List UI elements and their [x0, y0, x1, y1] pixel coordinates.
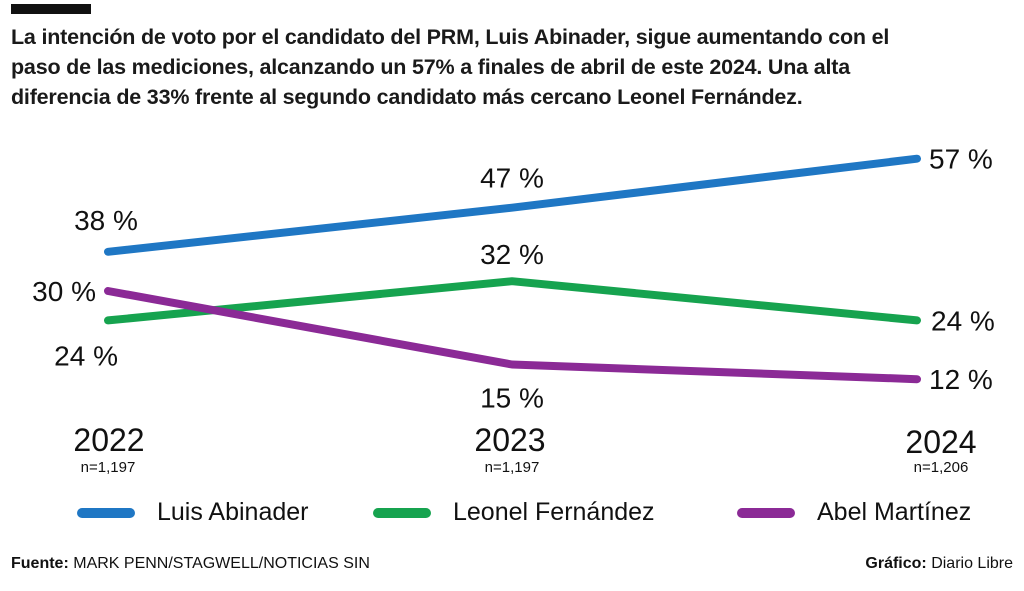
x-axis-layer: 2022 2023 2024 n=1,197 n=1,197 n=1,206 — [73, 422, 976, 476]
series-line-abel-martinez — [104, 287, 921, 384]
data-label-abel-martinez-2024: 12 % — [929, 364, 993, 395]
legend-label-abel-martinez: Abel Martínez — [817, 498, 972, 526]
legend-swatch-abel-martinez — [737, 507, 795, 518]
legend-swatch-luis-abinader — [77, 507, 135, 518]
legend-item-leonel-fernandez: Leonel Fernández — [373, 498, 655, 527]
source-label: Fuente: — [11, 555, 69, 572]
legend-item-luis-abinader: Luis Abinader — [77, 498, 309, 527]
data-label-leonel-fernandez-2022: 24 % — [54, 340, 118, 371]
data-labels-layer: 38 % 47 % 57 % 24 % 32 % 24 % 30 % 15 % 12 % — [32, 144, 995, 414]
chart-legend: Luis Abinader Leonel Fernández Abel Mart… — [0, 498, 1024, 532]
data-label-luis-abinader-2022: 38 % — [74, 205, 138, 236]
credit-value: Diario Libre — [931, 555, 1013, 572]
source-note: Fuente: MARK PENN/STAGWELL/NOTICIAS SIN — [11, 555, 370, 573]
x-tick-label-2024: 2024 — [905, 424, 976, 460]
header-accent-bar — [11, 4, 91, 14]
series-line-luis-abinader — [104, 154, 921, 256]
legend-label-leonel-fernandez: Leonel Fernández — [453, 498, 655, 526]
sample-size-2024: n=1,206 — [914, 459, 969, 476]
data-label-luis-abinader-2024: 57 % — [929, 144, 993, 175]
series-line-leonel-fernandez — [104, 277, 921, 325]
legend-item-abel-martinez: Abel Martínez — [737, 498, 971, 527]
headline-line-1: La intención de voto por el candidato de… — [11, 25, 890, 49]
chart-headline: La intención de voto por el candidato de… — [11, 22, 1011, 112]
x-tick-label-2023: 2023 — [474, 422, 545, 458]
source-value: MARK PENN/STAGWELL/NOTICIAS SIN — [73, 555, 370, 572]
data-label-leonel-fernandez-2024: 24 % — [931, 305, 995, 336]
series-layer — [104, 154, 921, 384]
credit-note: Gráfico: Diario Libre — [865, 555, 1013, 573]
headline-line-2: paso de las mediciones, alcanzando un 57… — [11, 55, 850, 79]
data-label-abel-martinez-2023: 15 % — [480, 383, 544, 414]
sample-size-2023: n=1,197 — [485, 459, 540, 476]
headline-line-3: diferencia de 33% frente al segundo cand… — [11, 85, 803, 109]
legend-label-luis-abinader: Luis Abinader — [157, 498, 309, 526]
x-tick-label-2022: 2022 — [73, 422, 144, 458]
data-label-abel-martinez-2022: 30 % — [32, 276, 96, 307]
data-label-leonel-fernandez-2023: 32 % — [480, 239, 544, 270]
sample-size-2022: n=1,197 — [81, 459, 136, 476]
credit-label: Gráfico: — [865, 555, 927, 572]
legend-swatch-leonel-fernandez — [373, 507, 431, 518]
data-label-luis-abinader-2023: 47 % — [480, 163, 544, 194]
